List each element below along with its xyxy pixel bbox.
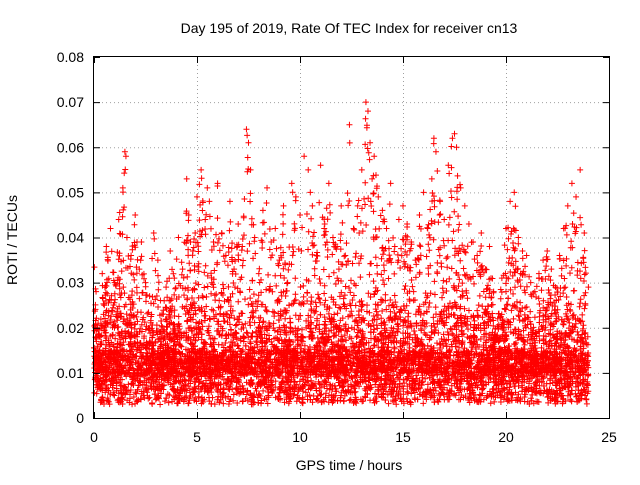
- data-point: [335, 310, 341, 316]
- data-point: [145, 396, 151, 402]
- data-point: [392, 346, 398, 352]
- data-point: [273, 378, 279, 384]
- data-point: [352, 389, 358, 395]
- data-point: [233, 322, 239, 328]
- data-point: [209, 307, 215, 313]
- data-point: [313, 396, 319, 402]
- data-point: [263, 307, 269, 313]
- data-point: [299, 399, 305, 405]
- data-point: [491, 399, 497, 405]
- data-point: [315, 335, 321, 341]
- data-point: [149, 400, 155, 406]
- data-point: [244, 330, 250, 336]
- data-point: [505, 301, 511, 307]
- data-point: [231, 392, 237, 398]
- data-point: [203, 304, 209, 310]
- data-point: [488, 400, 494, 406]
- data-point: [430, 314, 436, 320]
- data-point: [162, 398, 168, 404]
- data-point: [412, 395, 418, 401]
- data-point: [216, 298, 222, 304]
- data-point: [498, 399, 504, 405]
- data-point: [348, 336, 354, 342]
- data-point: [434, 340, 440, 346]
- data-point: [583, 397, 589, 403]
- data-point: [420, 400, 426, 406]
- chart-title: Day 195 of 2019, Rate Of TEC Index for r…: [181, 20, 518, 36]
- data-point: [527, 309, 533, 315]
- data-point: [430, 379, 436, 385]
- data-point: [510, 316, 516, 322]
- data-point: [405, 390, 411, 396]
- data-point: [166, 392, 172, 398]
- data-point: [220, 401, 226, 407]
- data-point: [569, 398, 575, 404]
- data-point: [250, 330, 256, 336]
- data-point: [371, 313, 377, 319]
- data-point: [341, 398, 347, 404]
- data-points: [91, 99, 591, 407]
- data-point: [108, 313, 114, 319]
- data-point: [354, 334, 360, 340]
- data-point: [425, 343, 431, 349]
- data-point: [584, 401, 590, 407]
- data-point: [258, 400, 264, 406]
- data-point: [157, 401, 163, 407]
- data-point: [154, 322, 160, 328]
- data-point: [560, 321, 566, 327]
- data-point: [433, 304, 439, 310]
- data-point: [343, 337, 349, 343]
- data-point: [505, 295, 511, 301]
- data-point: [579, 312, 585, 318]
- data-point: [374, 325, 380, 331]
- data-point: [265, 401, 271, 407]
- data-point: [348, 302, 354, 308]
- data-point: [138, 309, 144, 315]
- data-point: [346, 397, 352, 403]
- data-point: [480, 385, 486, 391]
